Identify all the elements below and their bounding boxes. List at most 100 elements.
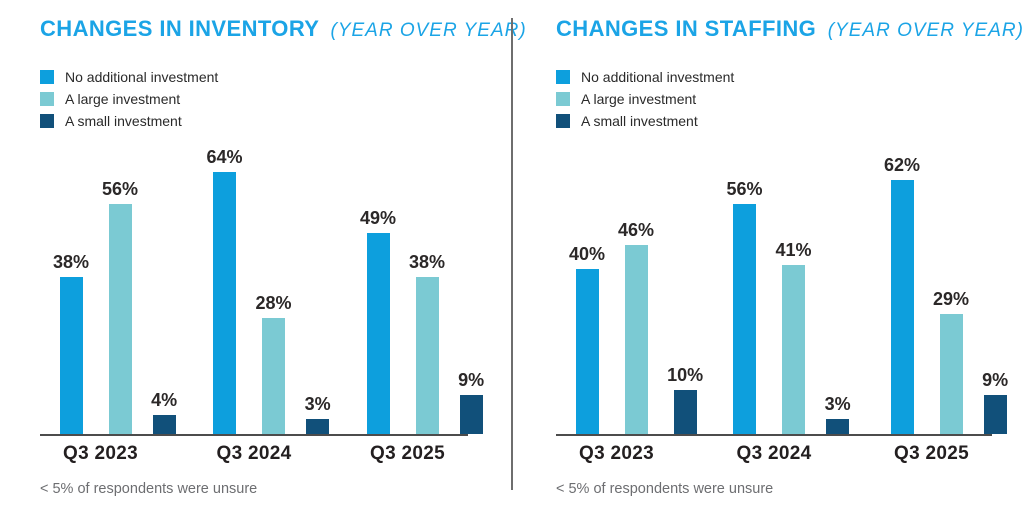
no-additional-investment-bar — [733, 204, 757, 434]
bar-group-q3-2025: 49% 38% 9% — [360, 208, 484, 434]
large-investment-bar — [782, 265, 806, 434]
legend-item-no-additional: No additional investment — [40, 66, 468, 88]
bar-unit: 3% — [305, 394, 331, 434]
staffing-plot-area: 40% 46% 10% 56% 41% 3% 62% 29% 9% — [556, 146, 1008, 436]
legend-label: No additional investment — [581, 69, 735, 85]
bar-unit: 9% — [982, 370, 1008, 434]
staffing-chart-panel: CHANGES IN STAFFING (YEAR OVER YEAR) No … — [556, 16, 1023, 497]
bar-group-q3-2025: 62% 29% 9% — [884, 155, 1008, 434]
small-investment-bar — [673, 390, 697, 434]
bar-value-label: 56% — [102, 179, 139, 199]
bar-value-label: 40% — [569, 244, 606, 264]
bar-value-label: 64% — [206, 147, 243, 167]
small-investment-bar — [459, 395, 483, 434]
bar-value-label: 3% — [304, 394, 331, 414]
bar-unit: 41% — [776, 240, 812, 434]
staffing-chart-title: CHANGES IN STAFFING (YEAR OVER YEAR) — [556, 16, 1023, 44]
inventory-category-axis: Q3 2023 Q3 2024 Q3 2025 — [40, 443, 468, 465]
no-additional-investment-bar — [59, 277, 83, 434]
legend-swatch-small-investment — [556, 114, 570, 128]
panel-divider-line — [511, 18, 513, 490]
bar-unit: 4% — [151, 390, 177, 434]
legend-item-large-investment: A large investment — [556, 88, 992, 110]
bar-unit: 10% — [667, 365, 703, 434]
inventory-chart-panel: CHANGES IN INVENTORY (YEAR OVER YEAR) No… — [40, 16, 526, 497]
bar-group-q3-2024: 64% 28% 3% — [207, 147, 331, 434]
bar-value-label: 56% — [726, 179, 763, 199]
legend-label: No additional investment — [65, 69, 219, 85]
bar-value-label: 28% — [255, 293, 292, 313]
legend-swatch-small-investment — [40, 114, 54, 128]
bar-value-label: 38% — [53, 252, 90, 272]
legend-label: A large investment — [65, 91, 181, 107]
bar-group-q3-2023: 40% 46% 10% — [569, 220, 703, 434]
large-investment-bar — [415, 277, 439, 434]
bar-unit: 9% — [458, 370, 484, 434]
legend-item-small-investment: A small investment — [40, 110, 468, 132]
bar-unit: 28% — [256, 293, 292, 434]
chart-legend: No additional investment A large investm… — [40, 66, 468, 132]
bar-unit: 46% — [618, 220, 654, 434]
large-investment-bar — [939, 314, 963, 434]
category-label: Q3 2025 — [370, 443, 445, 464]
legend-swatch-no-additional — [40, 70, 54, 84]
no-additional-investment-bar — [213, 172, 237, 434]
bar-value-label: 3% — [824, 394, 851, 414]
legend-swatch-large-investment — [40, 92, 54, 106]
no-additional-investment-bar — [890, 180, 914, 434]
bar-value-label: 4% — [151, 390, 178, 410]
legend-swatch-no-additional — [556, 70, 570, 84]
legend-item-no-additional: No additional investment — [556, 66, 992, 88]
bar-unit: 29% — [933, 289, 969, 434]
chart-legend: No additional investment A large investm… — [556, 66, 992, 132]
bar-unit: 56% — [727, 179, 763, 434]
inventory-plot-area: 38% 56% 4% 64% 28% 3% 49% 38% 9% — [40, 146, 484, 436]
bar-unit: 56% — [102, 179, 138, 434]
bar-value-label: 10% — [667, 365, 704, 385]
bar-unit: 40% — [569, 244, 605, 434]
large-investment-bar — [108, 204, 132, 434]
category-label: Q3 2023 — [63, 443, 138, 464]
bar-unit: 38% — [409, 252, 445, 434]
category-label: Q3 2024 — [736, 443, 812, 464]
chart-title-subtitle: (YEAR OVER YEAR) — [827, 20, 1024, 41]
small-investment-bar — [826, 419, 850, 434]
bar-value-label: 9% — [982, 370, 1009, 390]
small-investment-bar — [306, 419, 330, 434]
legend-label: A large investment — [581, 91, 697, 107]
bar-group-q3-2024: 56% 41% 3% — [727, 179, 851, 434]
bar-unit: 3% — [825, 394, 851, 434]
category-label: Q3 2025 — [894, 443, 969, 464]
small-investment-bar — [983, 395, 1007, 434]
small-investment-bar — [152, 415, 176, 434]
bar-value-label: 9% — [458, 370, 485, 390]
legend-label: A small investment — [581, 113, 698, 129]
legend-label: A small investment — [65, 113, 182, 129]
bar-value-label: 49% — [360, 208, 397, 228]
chart-title-subtitle: (YEAR OVER YEAR) — [330, 20, 527, 41]
inventory-footnote: < 5% of respondents were unsure — [40, 481, 258, 497]
bar-value-label: 62% — [884, 155, 921, 175]
large-investment-bar — [624, 245, 648, 434]
staffing-category-axis: Q3 2023 Q3 2024 Q3 2025 — [556, 443, 992, 465]
no-additional-investment-bar — [366, 233, 390, 434]
bar-unit: 64% — [207, 147, 243, 434]
bar-value-label: 38% — [409, 252, 446, 272]
no-additional-investment-bar — [575, 269, 599, 434]
bar-unit: 38% — [53, 252, 89, 434]
bar-value-label: 41% — [775, 240, 812, 260]
category-label: Q3 2023 — [579, 443, 654, 464]
bar-group-q3-2023: 38% 56% 4% — [53, 179, 177, 434]
category-label: Q3 2024 — [216, 443, 292, 464]
bar-unit: 49% — [360, 208, 396, 434]
chart-title-main: CHANGES IN INVENTORY — [40, 16, 319, 41]
staffing-footnote: < 5% of respondents were unsure — [556, 481, 774, 497]
inventory-chart-title: CHANGES IN INVENTORY (YEAR OVER YEAR) — [40, 16, 526, 44]
chart-title-main: CHANGES IN STAFFING — [556, 16, 817, 41]
legend-swatch-large-investment — [556, 92, 570, 106]
bar-unit: 62% — [884, 155, 920, 434]
legend-item-small-investment: A small investment — [556, 110, 992, 132]
large-investment-bar — [262, 318, 286, 434]
legend-item-large-investment: A large investment — [40, 88, 468, 110]
